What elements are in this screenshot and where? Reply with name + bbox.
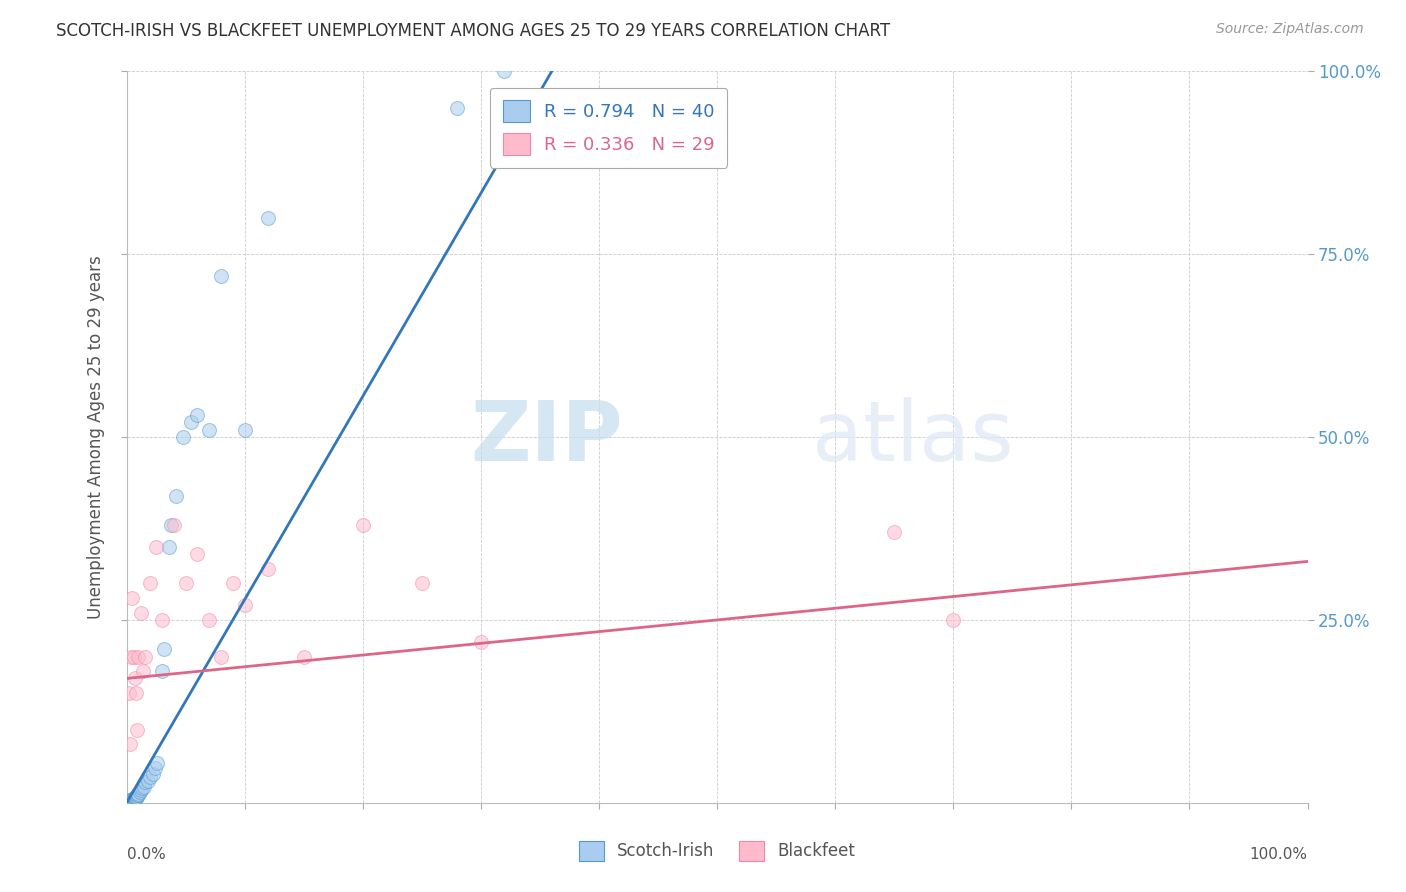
Point [160, 517, 183, 532]
Point [209, 269, 232, 284]
Point [141, 766, 163, 780]
Point [222, 576, 245, 591]
Point [446, 101, 468, 115]
Y-axis label: Unemployment Among Ages 25 to 29 years: Unemployment Among Ages 25 to 29 years [87, 255, 105, 619]
Text: 0.0%: 0.0% [127, 847, 166, 862]
Point [145, 540, 167, 554]
Point [122, 649, 145, 664]
Point [127, 649, 149, 664]
Text: SCOTCH-IRISH VS BLACKFEET UNEMPLOYMENT AMONG AGES 25 TO 29 YEARS CORRELATION CHA: SCOTCH-IRISH VS BLACKFEET UNEMPLOYMENT A… [56, 22, 890, 40]
Point [127, 789, 149, 804]
Point [128, 785, 150, 799]
Point [470, 635, 492, 649]
Point [150, 664, 173, 678]
Point [198, 613, 221, 627]
Point [134, 775, 156, 789]
Point [172, 430, 194, 444]
Point [127, 787, 149, 801]
Point [134, 649, 156, 664]
Point [129, 606, 152, 620]
Point [942, 613, 965, 627]
Text: Source: ZipAtlas.com: Source: ZipAtlas.com [1216, 22, 1364, 37]
Point [120, 737, 142, 751]
Point [257, 562, 280, 576]
Point [186, 408, 208, 422]
Point [121, 793, 143, 807]
Point [127, 789, 149, 803]
Point [494, 64, 516, 78]
Point [120, 794, 142, 808]
Point [209, 649, 232, 664]
Point [292, 649, 315, 664]
Point [125, 790, 148, 805]
Point [146, 756, 169, 770]
Point [174, 576, 197, 591]
Point [124, 790, 146, 805]
Point [411, 576, 433, 591]
Point [120, 794, 142, 808]
Point [127, 789, 149, 803]
Point [118, 686, 141, 700]
Point [125, 789, 148, 804]
Point [143, 761, 166, 775]
Point [198, 423, 221, 437]
Point [352, 517, 374, 532]
Point [125, 686, 148, 700]
Point [134, 780, 156, 794]
Point [180, 416, 202, 430]
Point [150, 613, 173, 627]
Point [163, 517, 186, 532]
Point [139, 576, 162, 591]
Point [121, 591, 143, 605]
Text: ZIP: ZIP [470, 397, 623, 477]
Text: 100.0%: 100.0% [1250, 847, 1308, 862]
Point [136, 773, 159, 788]
Point [120, 649, 142, 664]
Point [129, 782, 152, 797]
Point [122, 791, 145, 805]
Point [139, 770, 162, 784]
Point [131, 781, 153, 796]
Point [122, 792, 145, 806]
Point [883, 525, 905, 540]
Point [132, 664, 155, 678]
Point [120, 793, 142, 807]
Point [233, 599, 256, 613]
Point [186, 547, 208, 561]
Point [153, 642, 176, 657]
Point [165, 489, 187, 503]
Point [118, 794, 141, 808]
Point [127, 723, 149, 737]
Point [233, 423, 256, 437]
Point [257, 211, 280, 225]
Point [157, 540, 180, 554]
Legend: Scotch-Irish, Blackfeet: Scotch-Irish, Blackfeet [572, 834, 862, 868]
Point [124, 672, 146, 686]
Point [124, 791, 146, 805]
Point [121, 792, 143, 806]
Text: atlas: atlas [811, 397, 1014, 477]
